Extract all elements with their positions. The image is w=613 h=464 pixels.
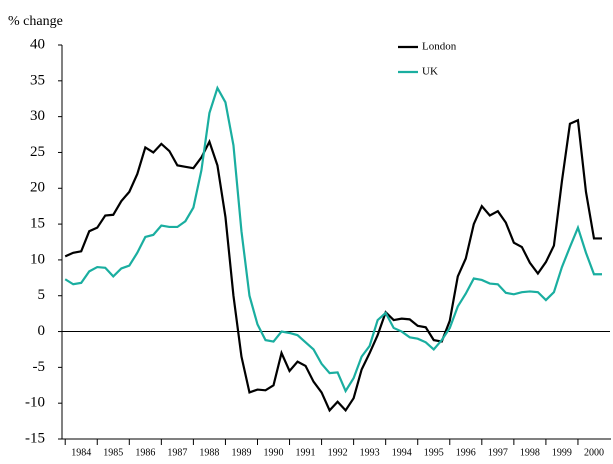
x-tick-label: 1996 — [456, 447, 476, 458]
x-tick-label: 1990 — [264, 447, 284, 458]
legend-label: London — [422, 41, 457, 53]
x-tick-label: 2000 — [584, 447, 604, 458]
y-tick-label: 5 — [38, 287, 46, 303]
x-tick-label: 1994 — [392, 447, 412, 458]
x-tick-label: 1992 — [328, 447, 348, 458]
x-tick-label: 1998 — [520, 447, 540, 458]
y-axis-label: % change — [8, 14, 63, 29]
x-tick-label: 1986 — [135, 447, 155, 458]
x-tick-label: 1984 — [71, 447, 91, 458]
y-tick-label: 35 — [30, 72, 45, 88]
y-tick-label: 40 — [30, 36, 45, 52]
x-tick-label: 1988 — [199, 447, 219, 458]
x-tick-label: 1999 — [552, 447, 572, 458]
y-tick-label: 0 — [38, 323, 46, 339]
x-tick-label: 1987 — [167, 447, 187, 458]
series-line — [64, 118, 602, 413]
x-tick-label: 1989 — [231, 447, 251, 458]
y-tick-label: -10 — [25, 395, 45, 411]
y-tick-label: 15 — [30, 216, 45, 232]
x-tick-label: 1991 — [296, 447, 316, 458]
legend-label: UK — [422, 66, 438, 78]
y-tick-label: 25 — [30, 144, 45, 160]
y-tick-label: 30 — [30, 108, 45, 124]
x-tick-label: 1993 — [360, 447, 380, 458]
y-tick-label: 10 — [30, 251, 45, 267]
y-tick-label: -5 — [33, 359, 46, 375]
x-tick-label: 1997 — [488, 447, 508, 458]
y-tick-label: 20 — [30, 180, 45, 196]
series-line — [64, 85, 602, 394]
x-tick-label: 1985 — [103, 447, 123, 458]
y-tick-label: -15 — [25, 430, 45, 446]
x-tick-label: 1995 — [424, 447, 444, 458]
